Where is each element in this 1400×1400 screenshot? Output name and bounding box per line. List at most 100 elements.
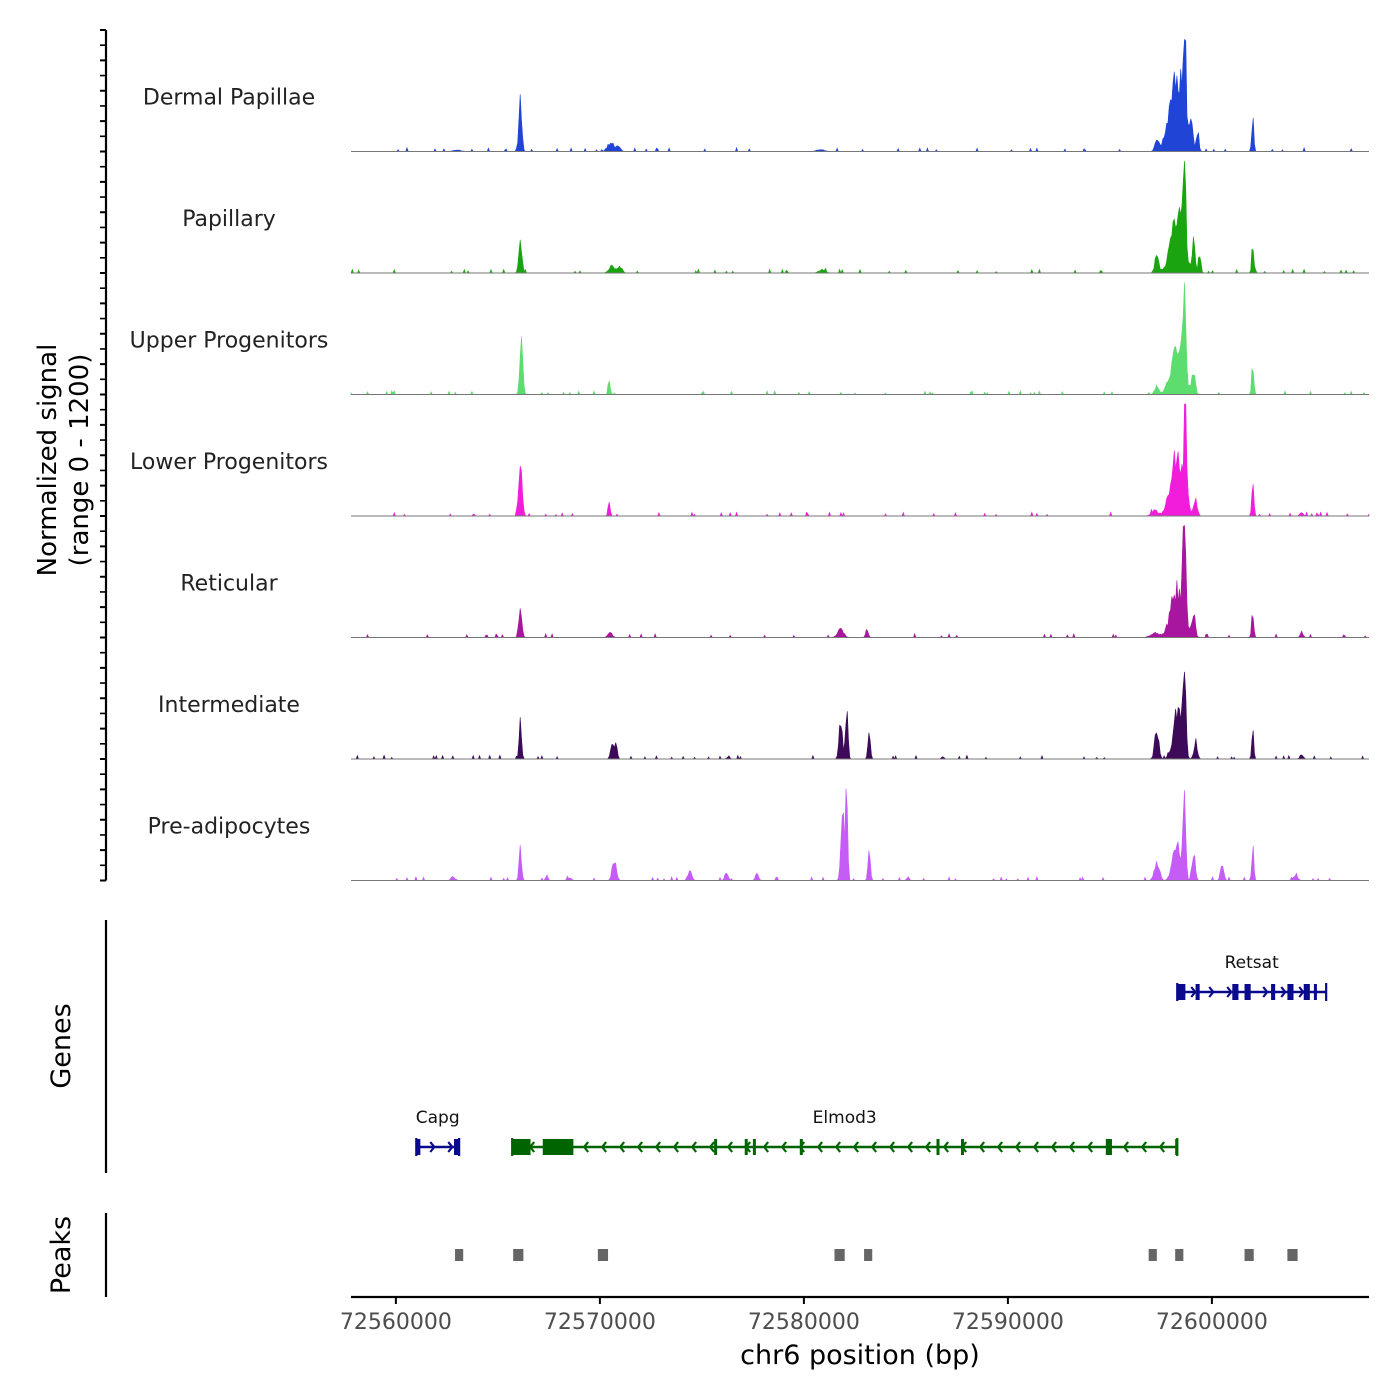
signal-area <box>351 671 1369 760</box>
exon <box>1175 1139 1179 1155</box>
strand-arrow <box>429 1141 436 1153</box>
strand-arrow <box>726 1141 734 1153</box>
track-label: Papillary <box>182 207 276 232</box>
peak-region <box>455 1249 464 1261</box>
gene-capg: Capg <box>415 1108 461 1156</box>
strand-arrow <box>1140 1141 1148 1153</box>
peak-region <box>864 1249 873 1261</box>
strand-arrow <box>654 1141 662 1153</box>
strand-arrow <box>996 1141 1004 1153</box>
strand-arrow <box>582 1141 590 1153</box>
strand-arrow <box>1158 1141 1166 1153</box>
signal-area <box>351 524 1369 639</box>
strand-arrow <box>600 1141 608 1153</box>
strand-arrow <box>1032 1141 1040 1153</box>
gene-label: Retsat <box>1225 953 1279 973</box>
exon <box>714 1139 718 1155</box>
strand-arrow <box>1122 1141 1130 1153</box>
x-tick-label: 72600000 <box>1156 1310 1268 1335</box>
signal-area <box>350 282 1369 396</box>
exon <box>1232 984 1239 1000</box>
peak-region <box>1287 1249 1298 1261</box>
strand-arrow <box>1226 986 1233 998</box>
strand-arrow <box>672 1141 680 1153</box>
strand-arrow <box>780 1141 788 1153</box>
gene-label: Capg <box>416 1108 460 1128</box>
exon <box>454 1139 460 1155</box>
x-axis-title: chr6 position (bp) <box>740 1340 980 1371</box>
track-upper-progenitors: Upper Progenitors <box>130 282 1369 396</box>
track-dermal-papillae: Dermal Papillae <box>143 38 1369 152</box>
exon <box>960 1139 964 1155</box>
gene-elmod3: Elmod3 <box>511 1108 1179 1156</box>
exon <box>1195 984 1200 1000</box>
exon <box>1244 984 1251 1000</box>
peak-regions <box>455 1249 1298 1261</box>
x-tick-label: 72590000 <box>952 1310 1064 1335</box>
exon <box>1105 1139 1112 1155</box>
signal-area <box>351 38 1369 152</box>
exon <box>799 1139 803 1155</box>
gene-retsat: Retsat <box>1176 953 1328 1001</box>
signal-area <box>351 788 1369 882</box>
exon <box>936 1139 940 1155</box>
exon <box>1303 984 1310 1000</box>
strand-arrow <box>1298 986 1305 998</box>
track-label: Reticular <box>180 572 278 597</box>
exon <box>416 1139 421 1155</box>
strand-arrow <box>618 1141 626 1153</box>
track-papillary: Papillary <box>182 160 1369 274</box>
strand-arrow <box>1014 1141 1022 1153</box>
peak-region <box>1175 1249 1184 1261</box>
strand-arrow <box>1262 986 1269 998</box>
exon <box>1313 984 1317 1000</box>
strand-arrow <box>834 1141 842 1153</box>
strand-arrow <box>924 1141 932 1153</box>
x-axis-ticks: 72560000 72570000 72580000 72590000 72600000 <box>340 1297 1268 1335</box>
x-tick-label: 72560000 <box>340 1310 452 1335</box>
strand-arrow <box>762 1141 770 1153</box>
y-axis-title: Normalized signal (range 0 - 1200) <box>33 344 95 577</box>
exon <box>1271 984 1276 1000</box>
exon <box>744 1139 748 1155</box>
gene-label: Elmod3 <box>813 1108 877 1128</box>
strand-arrow <box>1208 986 1215 998</box>
strand-arrow <box>708 1141 716 1153</box>
peak-region <box>1244 1249 1254 1261</box>
strand-arrow <box>1068 1141 1076 1153</box>
signal-y-axis <box>100 29 108 882</box>
exon <box>1177 984 1186 1000</box>
peak-region <box>1148 1249 1157 1261</box>
signal-area <box>350 160 1369 274</box>
strand-arrow <box>1190 986 1197 998</box>
track-lower-progenitors: Lower Progenitors <box>130 403 1370 517</box>
peaks-panel-label: Peaks <box>46 1216 77 1294</box>
gene-annotations: Capg Elmod3 Retsat <box>415 953 1328 1156</box>
strand-arrow <box>870 1141 878 1153</box>
peak-region <box>834 1249 845 1261</box>
track-intermediate: Intermediate <box>158 671 1369 760</box>
exon <box>512 1139 531 1155</box>
x-tick-label: 72580000 <box>748 1310 860 1335</box>
peak-region <box>513 1249 524 1261</box>
peak-region <box>597 1249 609 1261</box>
strand-arrow <box>1050 1141 1058 1153</box>
strand-arrow <box>978 1141 986 1153</box>
track-label: Lower Progenitors <box>130 450 328 475</box>
strand-arrow <box>690 1141 698 1153</box>
y-axis-title-line1: Normalized signal <box>33 344 63 577</box>
coverage-tracks: Dermal Papillae Papillary Upper Progenitor… <box>130 38 1370 882</box>
strand-arrow <box>1280 986 1287 998</box>
y-axis-title-line2: (range 0 - 1200) <box>65 354 95 567</box>
x-tick-label: 72570000 <box>544 1310 656 1335</box>
strand-arrow <box>636 1141 644 1153</box>
exon <box>1287 984 1294 1000</box>
strand-arrow <box>888 1141 896 1153</box>
strand-arrow <box>906 1141 914 1153</box>
strand-arrow <box>816 1141 824 1153</box>
track-label: Intermediate <box>158 693 300 718</box>
track-label: Dermal Papillae <box>143 86 315 111</box>
genes-panel-label: Genes <box>46 1003 77 1088</box>
track-label: Pre-adipocytes <box>148 815 311 840</box>
